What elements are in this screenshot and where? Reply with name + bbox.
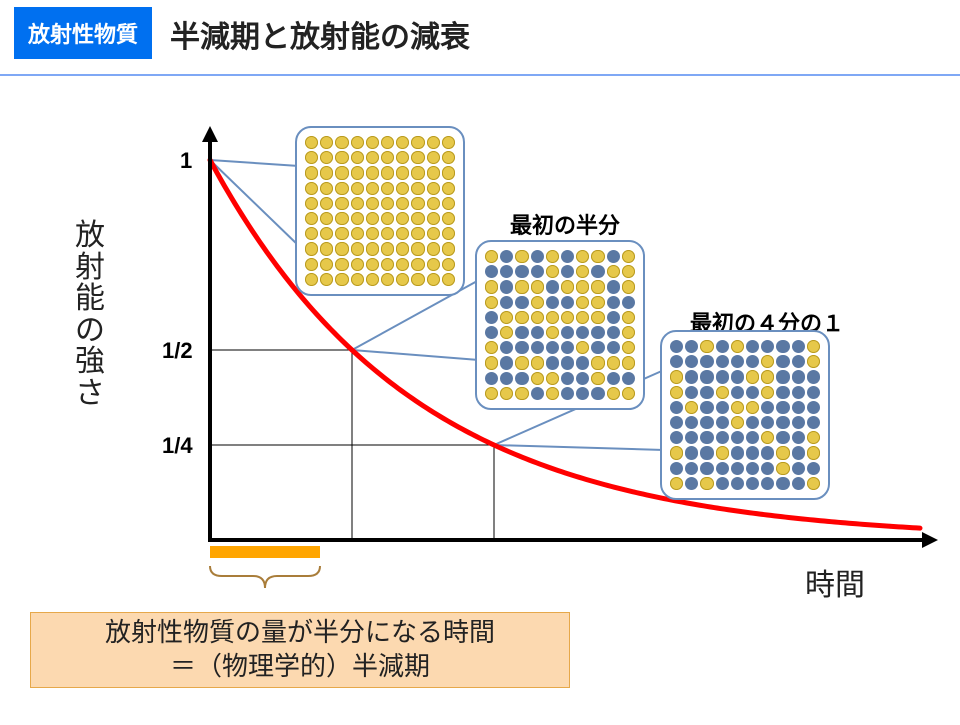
- header: 放射性物質 半減期と放射能の減衰: [0, 0, 960, 56]
- callout-half-label: 最初の半分: [510, 208, 620, 240]
- dot-grid: [305, 136, 455, 286]
- definition-line2: ＝（物理学的）半減期: [170, 651, 430, 681]
- header-divider: [0, 74, 960, 76]
- definition-line1: 放射性物質の量が半分になる時間: [105, 617, 495, 647]
- particle-box-half: [475, 240, 645, 410]
- dot-grid: [485, 250, 635, 400]
- page-title: 半減期と放射能の減衰: [170, 12, 470, 56]
- dot-grid: [670, 340, 820, 490]
- particle-box-quarter: [660, 330, 830, 500]
- y-axis-label: 放射能の強さ: [75, 220, 105, 409]
- x-axis-label: 時間: [805, 560, 865, 604]
- chart-area: 放射能の強さ 時間 1 1/2 1/4 最初の半分 最初の４分の１ 放射性物質の…: [0, 90, 960, 720]
- y-tick-1: 1: [180, 148, 192, 174]
- particle-box-full: [295, 126, 465, 296]
- y-tick-quarter: 1/4: [162, 433, 193, 459]
- halflife-definition-box: 放射性物質の量が半分になる時間 ＝（物理学的）半減期: [30, 612, 570, 688]
- category-tag: 放射性物質: [14, 7, 152, 59]
- y-tick-half: 1/2: [162, 338, 193, 364]
